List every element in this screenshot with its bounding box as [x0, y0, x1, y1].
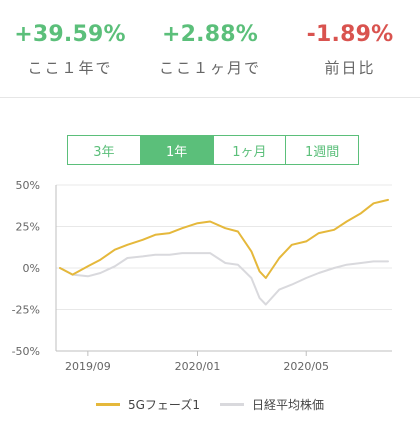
- series-line-5g: [59, 198, 389, 279]
- performance-chart: 50% 25% 0% -25% -50% 2019/09 2020/01 2020/05: [12, 179, 392, 373]
- stat-previous-day: -1.89% 前日比: [280, 0, 420, 96]
- x-tick-label: 2019/09: [65, 360, 111, 373]
- y-tick-label: 0%: [23, 262, 40, 275]
- stat-value-one-year: +39.59%: [14, 22, 126, 47]
- stat-value-one-month: +2.88%: [162, 22, 258, 47]
- y-tick-label: 50%: [16, 179, 40, 192]
- legend-item-5g: 5Gフェーズ1: [96, 396, 200, 413]
- y-tick-label: -50%: [12, 345, 40, 358]
- legend-item-nikkei: 日経平均株価: [219, 396, 324, 413]
- stat-label-one-month: ここ１ヶ月で: [158, 59, 261, 77]
- section-divider: [0, 97, 420, 98]
- chart-legend: 5Gフェーズ1 日経平均株価: [0, 396, 420, 413]
- period-tabs: 3年 1年 1ヶ月 1週間: [67, 135, 359, 165]
- legend-label-nikkei: 日経平均株価: [251, 398, 324, 412]
- stat-one-year: +39.59% ここ１年で: [0, 0, 140, 96]
- tab-1-year[interactable]: 1年: [140, 136, 214, 164]
- y-tick-label: 25%: [16, 221, 40, 234]
- legend-swatch-nikkei: [219, 403, 244, 406]
- y-tick-label: -25%: [12, 304, 40, 317]
- stat-label-previous-day: 前日比: [324, 59, 376, 77]
- tab-1-week[interactable]: 1週間: [304, 144, 340, 160]
- tab-3-years[interactable]: 3年: [68, 136, 141, 164]
- stat-label-one-year: ここ１年で: [27, 59, 113, 77]
- stat-one-month: +2.88% ここ１ヶ月で: [140, 0, 280, 96]
- x-tick-label: 2020/05: [283, 360, 329, 373]
- series-line-nikkei: [59, 252, 389, 306]
- x-tick-label: 2020/01: [175, 360, 221, 373]
- tab-1-month[interactable]: 1ヶ月: [214, 136, 287, 164]
- stat-value-previous-day: -1.89%: [306, 22, 394, 47]
- legend-label-5g: 5Gフェーズ1: [128, 398, 200, 412]
- performance-stats: +39.59% ここ１年で +2.88% ここ１ヶ月で -1.89% 前日比: [0, 0, 420, 96]
- legend-swatch-5g: [96, 403, 120, 406]
